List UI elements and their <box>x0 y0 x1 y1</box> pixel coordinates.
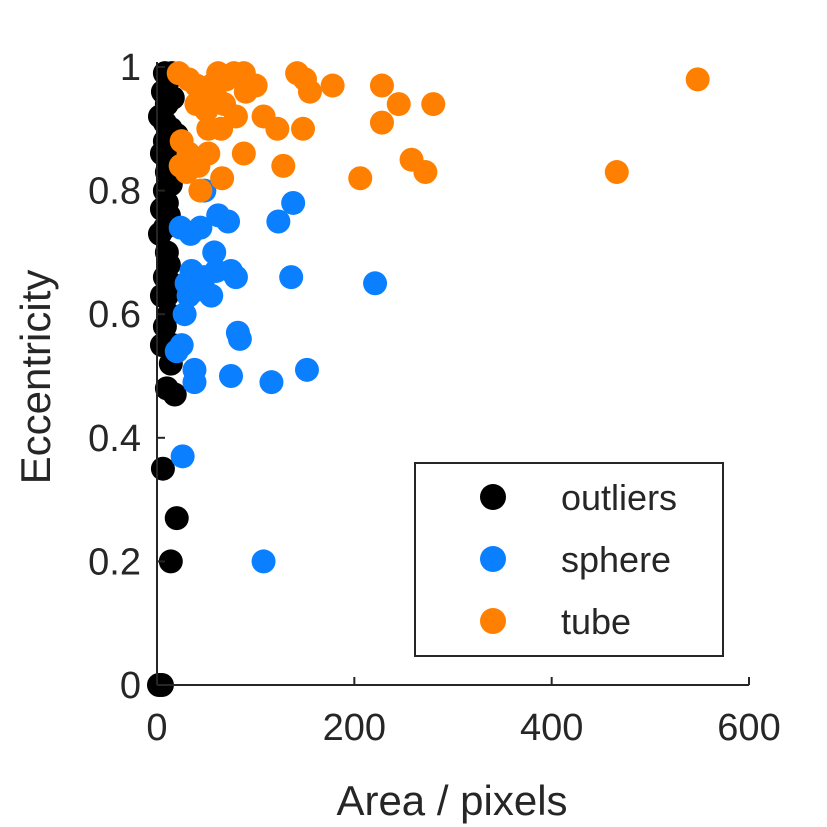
point-outliers-17 <box>154 240 179 265</box>
point-sphere-0 <box>170 444 195 469</box>
point-outliers-2 <box>150 456 175 481</box>
point-sphere-29 <box>266 209 291 234</box>
y-tick-label-0: 0 <box>120 665 141 707</box>
point-sphere-20 <box>223 265 248 290</box>
point-tube-39 <box>271 153 296 178</box>
point-sphere-28 <box>216 209 241 234</box>
point-sphere-30 <box>281 190 306 215</box>
point-sphere-14 <box>199 283 224 308</box>
point-tube-33 <box>196 141 221 166</box>
point-sphere-11 <box>225 320 250 345</box>
legend-box <box>414 462 724 657</box>
point-tube-21 <box>233 79 258 104</box>
points-layer <box>146 61 710 697</box>
point-sphere-9 <box>172 302 197 327</box>
y-tick-label-1: 0.2 <box>88 541 141 583</box>
point-sphere-1 <box>251 549 276 574</box>
point-sphere-21 <box>279 265 304 290</box>
x-tick-label-3: 600 <box>717 707 780 749</box>
point-tube-29 <box>421 92 446 117</box>
point-tube-13 <box>320 73 345 98</box>
point-sphere-26 <box>188 215 213 240</box>
point-outliers-4 <box>164 506 189 531</box>
point-sphere-23 <box>202 240 227 265</box>
point-tube-12 <box>297 79 322 104</box>
point-tube-42 <box>413 160 438 185</box>
point-tube-43 <box>604 160 629 185</box>
point-sphere-5 <box>259 370 284 395</box>
point-tube-15 <box>685 67 710 92</box>
point-tube-38 <box>210 166 235 191</box>
axes <box>156 62 749 686</box>
point-sphere-8 <box>169 333 194 358</box>
legend-label-tube: tube <box>561 601 631 642</box>
legend-marker-tube <box>480 608 506 634</box>
legend-marker-sphere <box>480 546 506 572</box>
y-axis-label: Eccentricity <box>12 270 59 485</box>
y-tick-label-2: 0.4 <box>88 418 141 460</box>
point-sphere-4 <box>219 364 243 388</box>
point-tube-36 <box>174 160 199 185</box>
point-tube-40 <box>348 166 373 191</box>
legend-items: outliers sphere tube <box>480 477 677 642</box>
point-outliers-3 <box>158 549 183 574</box>
point-tube-26 <box>291 116 316 141</box>
point-tube-14 <box>369 73 394 98</box>
y-tick-label-4: 0.8 <box>88 171 141 213</box>
point-tube-23 <box>209 116 234 141</box>
point-tube-28 <box>386 92 411 117</box>
point-tube-25 <box>265 116 290 141</box>
y-tick-label-5: 1 <box>120 47 141 89</box>
x-tick-label-1: 200 <box>323 707 386 749</box>
y-ticks: 0 0.2 0.4 0.6 0.8 1 <box>88 47 165 707</box>
point-tube-37 <box>188 178 213 203</box>
point-sphere-22 <box>363 271 388 296</box>
x-axis-label: Area / pixels <box>336 777 567 824</box>
x-ticks: 0 200 400 600 <box>146 677 781 749</box>
x-tick-label-2: 400 <box>520 707 583 749</box>
legend: outliers sphere tube <box>414 462 724 657</box>
x-tick-label-0: 0 <box>146 707 167 749</box>
y-tick-label-3: 0.6 <box>88 294 141 336</box>
point-tube-27 <box>369 110 394 135</box>
point-tube-34 <box>231 141 256 166</box>
legend-label-sphere: sphere <box>561 539 671 580</box>
point-outliers-6 <box>154 376 179 401</box>
legend-marker-outliers <box>480 484 506 510</box>
point-sphere-6 <box>294 357 319 382</box>
point-sphere-3 <box>182 357 207 382</box>
legend-label-outliers: outliers <box>561 477 677 518</box>
